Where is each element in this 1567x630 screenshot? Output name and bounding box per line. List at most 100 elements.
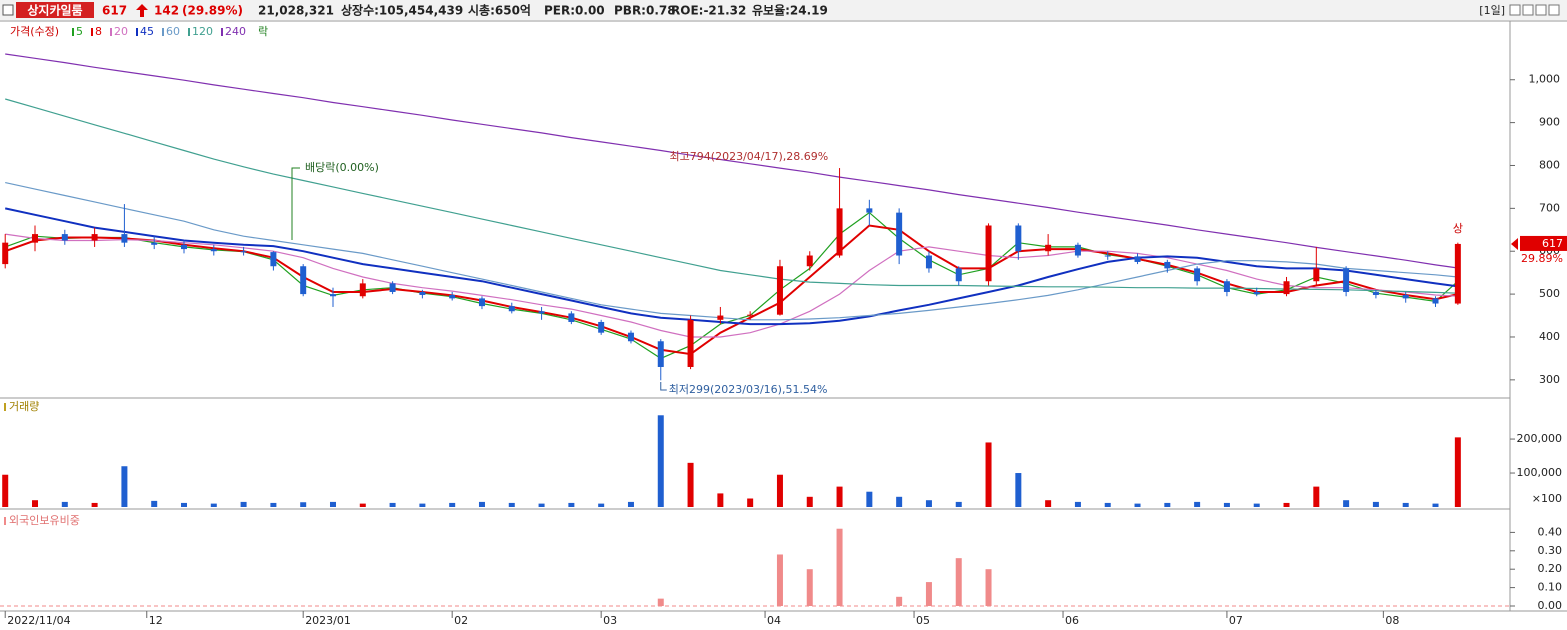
x-tick-label: 07 bbox=[1229, 614, 1243, 627]
legend-swatch bbox=[162, 28, 164, 36]
candle-body bbox=[747, 314, 754, 316]
bar bbox=[776, 554, 783, 606]
ma-line bbox=[5, 98, 1458, 294]
pane-title: 외국인보유비중 bbox=[9, 514, 80, 527]
bar bbox=[955, 501, 962, 507]
candle-body bbox=[181, 244, 188, 250]
last-price-box bbox=[1520, 235, 1567, 251]
bar bbox=[270, 502, 277, 507]
ma-line bbox=[4, 207, 1459, 326]
candle-body bbox=[955, 268, 962, 282]
bar bbox=[1194, 501, 1201, 507]
legend-label: 60 bbox=[166, 25, 180, 38]
legend-label: 20 bbox=[114, 25, 128, 38]
bar bbox=[1343, 500, 1350, 507]
legend-label: 45 bbox=[140, 25, 154, 38]
listed: 상장수:105,454,439 bbox=[341, 3, 463, 18]
candle-body bbox=[300, 266, 307, 295]
stock-name-box[interactable] bbox=[16, 2, 94, 18]
bar bbox=[151, 500, 158, 507]
candle-body bbox=[389, 283, 396, 292]
bar bbox=[806, 496, 813, 507]
bar bbox=[657, 415, 664, 507]
checkbox[interactable] bbox=[2, 4, 14, 16]
bar bbox=[121, 466, 128, 507]
candle-body bbox=[329, 294, 336, 297]
bar bbox=[508, 502, 515, 507]
bar bbox=[985, 569, 992, 606]
bar bbox=[985, 442, 992, 507]
candle-body bbox=[1164, 261, 1171, 269]
min-button[interactable] bbox=[1509, 4, 1521, 16]
candle-body bbox=[1372, 291, 1379, 295]
bar bbox=[359, 503, 366, 507]
candle-body bbox=[1015, 225, 1022, 252]
legend-label: 120 bbox=[192, 25, 213, 38]
close-button[interactable] bbox=[1548, 4, 1560, 16]
bar bbox=[389, 502, 396, 507]
bar bbox=[1134, 503, 1141, 507]
bar bbox=[1015, 473, 1022, 507]
max-button[interactable] bbox=[1522, 4, 1534, 16]
candle-body bbox=[1283, 281, 1290, 295]
candle-body bbox=[806, 255, 813, 267]
change-pct: (29.89%) bbox=[182, 4, 243, 18]
close-button[interactable] bbox=[1535, 4, 1547, 16]
roe: ROE:-21.32 bbox=[671, 4, 746, 18]
pbr: PBR:0.78 bbox=[614, 4, 676, 18]
candle-body bbox=[538, 311, 545, 314]
candle-body bbox=[985, 225, 992, 282]
bar bbox=[329, 501, 336, 507]
legend-label: 락 bbox=[258, 25, 268, 38]
candle-body bbox=[717, 315, 724, 320]
ma-line bbox=[5, 182, 1458, 321]
bar bbox=[955, 558, 962, 606]
candle-body bbox=[1454, 243, 1461, 304]
bar bbox=[925, 500, 932, 507]
candle-body bbox=[1343, 268, 1350, 292]
x-tick-label: 03 bbox=[603, 614, 617, 627]
candle-body bbox=[91, 234, 98, 241]
y-tick-label: 1,000 bbox=[1529, 73, 1561, 86]
candle-body bbox=[1223, 281, 1230, 292]
bar bbox=[598, 503, 605, 507]
candle-body bbox=[598, 321, 605, 333]
bar bbox=[240, 501, 247, 507]
y-tick-label: 500 bbox=[1539, 287, 1560, 300]
per: PER:0.00 bbox=[544, 4, 605, 18]
bar bbox=[896, 496, 903, 507]
bar bbox=[1432, 503, 1439, 507]
bar bbox=[1454, 437, 1461, 507]
y-tick-label: 0.00 bbox=[1538, 599, 1563, 612]
candle-body bbox=[1104, 255, 1111, 257]
candle-body bbox=[61, 234, 68, 241]
last-price-marker bbox=[1511, 237, 1518, 250]
bar bbox=[806, 569, 813, 606]
bar bbox=[1164, 502, 1171, 507]
pane-title: 거래량 bbox=[9, 400, 39, 413]
candle-body bbox=[121, 234, 128, 243]
legend-swatch bbox=[136, 28, 138, 36]
bar bbox=[91, 502, 98, 507]
bar bbox=[1283, 502, 1290, 507]
candle-body bbox=[359, 283, 366, 297]
bar bbox=[1372, 501, 1379, 507]
reserve: 유보율:24.19 bbox=[752, 4, 828, 18]
header-bar bbox=[0, 0, 1567, 20]
y-tick-label: 0.30 bbox=[1538, 544, 1563, 557]
bar bbox=[1313, 486, 1320, 507]
candle-body bbox=[925, 255, 932, 269]
last-price: 617 bbox=[1542, 237, 1563, 250]
bar bbox=[449, 502, 456, 507]
candle-body bbox=[836, 208, 843, 256]
candle-body bbox=[2, 242, 9, 265]
x-tick-label: 2023/01 bbox=[305, 614, 351, 627]
y-tick-label: 400 bbox=[1539, 330, 1560, 343]
price: 617 bbox=[102, 4, 127, 18]
annotation-leader bbox=[291, 167, 300, 240]
legend-swatch bbox=[72, 28, 74, 36]
bar bbox=[2, 474, 9, 507]
y-tick-label: 100,000 bbox=[1517, 466, 1563, 479]
period[interactable]: [1일] bbox=[1479, 3, 1505, 17]
